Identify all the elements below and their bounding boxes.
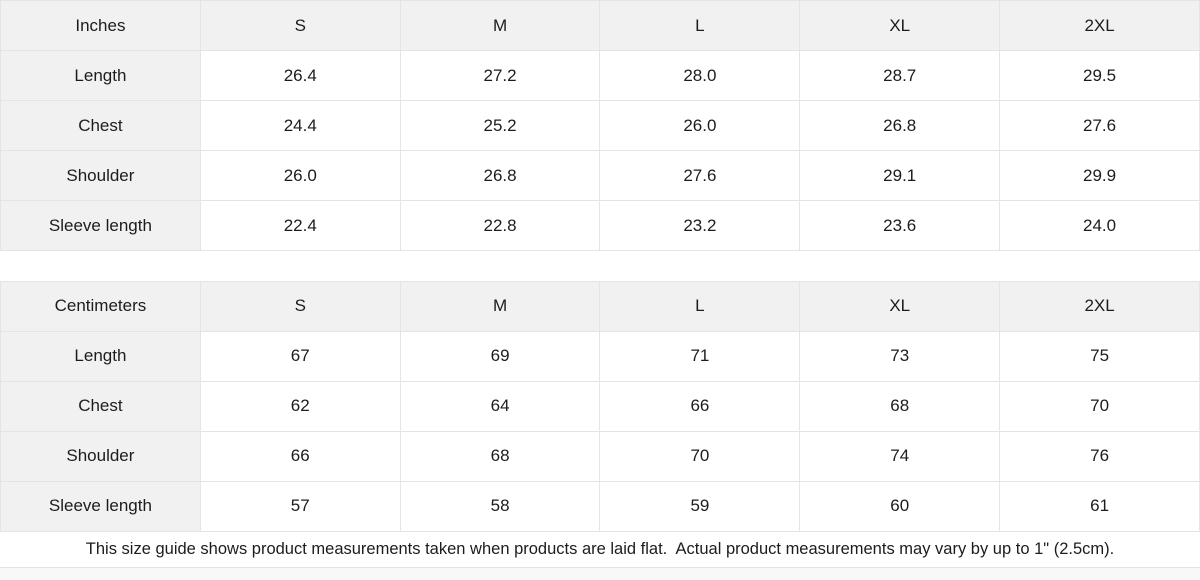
measurement-value-cell: 68: [399, 430, 601, 482]
measurement-value-cell: 58: [399, 480, 601, 532]
unit-label-cell: Inches: [0, 0, 201, 51]
measurement-label-cell: Length: [0, 330, 201, 382]
measurement-value-cell: 24.4: [199, 100, 401, 151]
measurement-value-cell: 64: [399, 380, 601, 432]
size-header-cell: L: [599, 0, 801, 51]
size-table-centimeters: Centimeters S M L XL 2XL Length 67 69 71…: [0, 280, 1200, 532]
size-table-inches: Inches S M L XL 2XL Length 26.4 27.2 28.…: [0, 0, 1200, 251]
table-row: Shoulder 66 68 70 74 76: [0, 430, 1200, 482]
measurement-value-cell: 26.0: [199, 150, 401, 201]
size-header-cell: 2XL: [999, 0, 1200, 51]
size-header-cell: M: [399, 280, 601, 332]
table-row: Sleeve length 57 58 59 60 61: [0, 480, 1200, 532]
measurement-value-cell: 73: [799, 330, 1001, 382]
measurement-value-cell: 29.5: [999, 50, 1200, 101]
size-header-cell: S: [199, 0, 401, 51]
measurement-value-cell: 26.8: [799, 100, 1001, 151]
measurement-label-cell: Length: [0, 50, 201, 101]
size-header-cell: XL: [799, 280, 1001, 332]
measurement-value-cell: 25.2: [399, 100, 601, 151]
size-table-centimeters-header-row: Centimeters S M L XL 2XL: [0, 280, 1200, 332]
measurement-value-cell: 66: [599, 380, 801, 432]
measurement-value-cell: 24.0: [999, 200, 1200, 251]
measurement-value-cell: 27.2: [399, 50, 601, 101]
table-row: Chest 62 64 66 68 70: [0, 380, 1200, 432]
measurement-value-cell: 27.6: [999, 100, 1200, 151]
measurement-value-cell: 26.4: [199, 50, 401, 101]
measurement-value-cell: 29.9: [999, 150, 1200, 201]
measurement-label-cell: Sleeve length: [0, 480, 201, 532]
table-row: Shoulder 26.0 26.8 27.6 29.1 29.9: [0, 150, 1200, 201]
size-table-inches-header-row: Inches S M L XL 2XL: [0, 0, 1200, 51]
measurement-label-cell: Shoulder: [0, 150, 201, 201]
size-header-cell: 2XL: [999, 280, 1200, 332]
measurement-label-cell: Shoulder: [0, 430, 201, 482]
measurement-value-cell: 28.0: [599, 50, 801, 101]
measurement-label-cell: Chest: [0, 380, 201, 432]
size-header-cell: XL: [799, 0, 1001, 51]
table-row: Chest 24.4 25.2 26.0 26.8 27.6: [0, 100, 1200, 151]
measurement-value-cell: 27.6: [599, 150, 801, 201]
measurement-value-cell: 23.2: [599, 200, 801, 251]
table-row: Length 67 69 71 73 75: [0, 330, 1200, 382]
measurement-value-cell: 75: [999, 330, 1200, 382]
measurement-value-cell: 28.7: [799, 50, 1001, 101]
measurement-value-cell: 62: [199, 380, 401, 432]
measurement-value-cell: 23.6: [799, 200, 1001, 251]
size-header-cell: L: [599, 280, 801, 332]
measurement-label-cell: Chest: [0, 100, 201, 151]
measurement-value-cell: 69: [399, 330, 601, 382]
measurement-value-cell: 26.8: [399, 150, 601, 201]
table-gap-divider: [0, 251, 1200, 281]
measurement-value-cell: 60: [799, 480, 1001, 532]
size-guide-footnote: This size guide shows product measuremen…: [0, 531, 1200, 568]
measurement-value-cell: 26.0: [599, 100, 801, 151]
measurement-value-cell: 57: [199, 480, 401, 532]
measurement-value-cell: 76: [999, 430, 1200, 482]
bottom-strip: [0, 567, 1200, 580]
measurement-value-cell: 68: [799, 380, 1001, 432]
measurement-value-cell: 22.8: [399, 200, 601, 251]
unit-label-cell: Centimeters: [0, 280, 201, 332]
table-row: Sleeve length 22.4 22.8 23.2 23.6 24.0: [0, 200, 1200, 251]
measurement-label-cell: Sleeve length: [0, 200, 201, 251]
measurement-value-cell: 61: [999, 480, 1200, 532]
table-row: Length 26.4 27.2 28.0 28.7 29.5: [0, 50, 1200, 101]
measurement-value-cell: 70: [599, 430, 801, 482]
measurement-value-cell: 71: [599, 330, 801, 382]
measurement-value-cell: 74: [799, 430, 1001, 482]
size-header-cell: M: [399, 0, 601, 51]
measurement-value-cell: 70: [999, 380, 1200, 432]
measurement-value-cell: 66: [199, 430, 401, 482]
measurement-value-cell: 22.4: [199, 200, 401, 251]
measurement-value-cell: 29.1: [799, 150, 1001, 201]
size-header-cell: S: [199, 280, 401, 332]
measurement-value-cell: 67: [199, 330, 401, 382]
measurement-value-cell: 59: [599, 480, 801, 532]
